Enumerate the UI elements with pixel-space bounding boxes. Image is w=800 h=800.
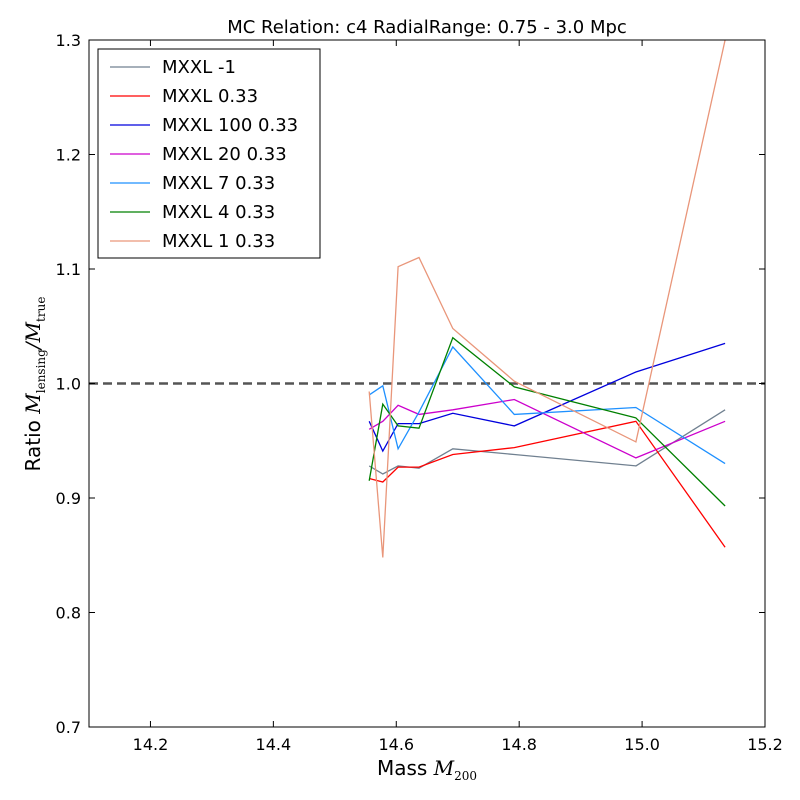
x-tick-label: 14.2: [133, 735, 169, 754]
legend-label-0: MXXL -1: [162, 57, 236, 78]
legend-label-1: MXXL 0.33: [162, 86, 258, 107]
series-line-6: [368, 40, 726, 558]
y-axis-label-num-symbol: M: [21, 393, 45, 415]
x-axis-label-symbol: M: [433, 756, 455, 780]
y-tick-label: 1.3: [56, 31, 81, 50]
x-tick-label: 14.8: [501, 735, 537, 754]
x-tick-label: 14.4: [256, 735, 292, 754]
y-axis-label-prefix: Ratio: [21, 414, 45, 472]
y-tick-label: 0.9: [56, 489, 81, 508]
y-axis-label-num-sub: lensing: [34, 349, 48, 393]
legend-label-5: MXXL 4 0.33: [162, 202, 275, 223]
y-axis-label-slash: /: [21, 340, 45, 351]
x-axis-label-prefix: Mass: [377, 756, 434, 780]
series-group: [368, 40, 726, 558]
series-line-5: [368, 336, 726, 507]
x-tick-label: 14.6: [378, 735, 414, 754]
legend-label-3: MXXL 20 0.33: [162, 144, 287, 165]
chart-title: MC Relation: c4 RadialRange: 0.75 - 3.0 …: [227, 17, 627, 38]
y-tick-label: 1.0: [56, 375, 81, 394]
series-line-0: [368, 409, 726, 475]
legend-label-6: MXXL 1 0.33: [162, 231, 275, 252]
series-line-1: [369, 420, 726, 548]
x-axis-label: Mass M200: [377, 756, 477, 783]
series-line-3: [368, 398, 726, 459]
y-tick-label: 1.1: [56, 260, 81, 279]
x-tick-label: 15.0: [624, 735, 660, 754]
x-tick-label: 15.2: [747, 735, 783, 754]
y-axis-label-den-symbol: M: [21, 321, 45, 343]
series-line-2: [368, 342, 726, 453]
legend: MXXL -1 MXXL 0.33 MXXL 100 0.33 MXXL 20 0.3…: [97, 48, 321, 259]
series-line-4: [368, 345, 726, 465]
y-tick-label: 1.2: [56, 146, 81, 165]
x-axis-label-sub: 200: [454, 769, 477, 783]
y-tick-label: 0.7: [56, 718, 81, 737]
legend-label-4: MXXL 7 0.33: [162, 173, 275, 194]
legend-label-2: MXXL 100 0.33: [162, 115, 298, 136]
plot-area: 14.2 14.4 14.6 14.8 15.0 15.2 0.7 0.8 0.9 1.0 1.1 1…: [56, 31, 783, 754]
y-axis-label-den-sub: true: [34, 297, 48, 322]
y-axis-label: Ratio Mlensing/Mtrue: [21, 297, 48, 472]
y-tick-label: 0.8: [56, 604, 81, 623]
